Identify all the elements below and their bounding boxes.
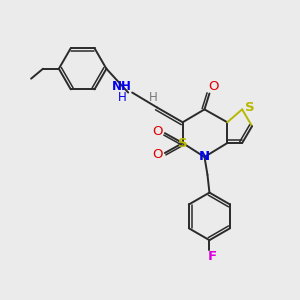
Text: O: O xyxy=(153,125,163,138)
Text: S: S xyxy=(178,136,188,150)
Text: H: H xyxy=(118,91,127,104)
Text: N: N xyxy=(199,150,210,164)
Text: NH: NH xyxy=(112,80,132,93)
Text: S: S xyxy=(245,101,255,114)
Text: O: O xyxy=(153,148,163,161)
Text: O: O xyxy=(208,80,219,93)
Text: F: F xyxy=(208,250,217,263)
Text: H: H xyxy=(148,91,157,104)
